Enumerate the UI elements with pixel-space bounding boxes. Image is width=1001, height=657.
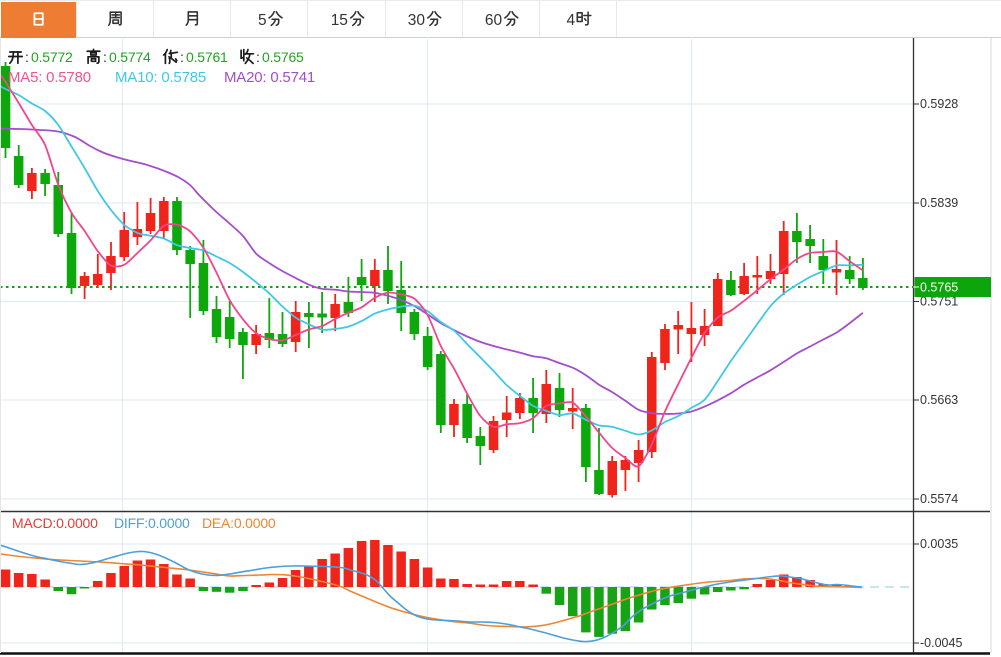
- svg-text::: :: [103, 49, 107, 65]
- svg-text:-0.0045: -0.0045: [920, 636, 962, 650]
- svg-text:MA20: 0.5741: MA20: 0.5741: [224, 69, 315, 86]
- svg-text:0.5772: 0.5772: [31, 49, 73, 65]
- svg-text:0.5751: 0.5751: [920, 295, 958, 309]
- svg-text:0.5574: 0.5574: [920, 492, 958, 506]
- svg-text:0.5774: 0.5774: [109, 49, 151, 65]
- svg-text:4: 4: [567, 12, 576, 29]
- svg-text:MA10: 0.5785: MA10: 0.5785: [115, 69, 206, 86]
- svg-text:0.5761: 0.5761: [186, 49, 228, 65]
- svg-text:15: 15: [331, 12, 348, 29]
- svg-text:0.0035: 0.0035: [920, 537, 958, 551]
- svg-text::: :: [180, 49, 184, 65]
- svg-text::: :: [25, 49, 29, 65]
- svg-text:MA5: 0.5780: MA5: 0.5780: [8, 69, 91, 86]
- svg-text::: :: [256, 49, 260, 65]
- svg-text:0.5765: 0.5765: [262, 49, 304, 65]
- svg-text:5: 5: [258, 12, 267, 29]
- svg-text:30: 30: [408, 12, 426, 29]
- svg-text:MACD:0.0000: MACD:0.0000: [12, 515, 98, 531]
- svg-text:0.5765: 0.5765: [920, 281, 958, 295]
- svg-text:DIFF:0.0000: DIFF:0.0000: [114, 515, 190, 531]
- svg-text:0.5663: 0.5663: [920, 393, 958, 407]
- svg-text:60: 60: [485, 12, 503, 29]
- svg-text:0.5928: 0.5928: [920, 97, 958, 111]
- svg-text:0.5839: 0.5839: [920, 196, 958, 210]
- svg-text:DEA:0.0000: DEA:0.0000: [202, 515, 276, 531]
